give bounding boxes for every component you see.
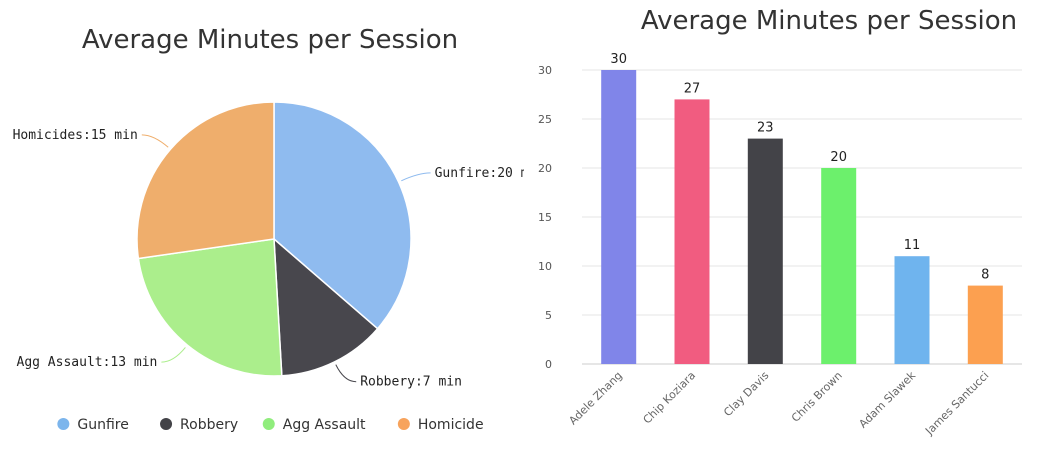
pie-label-agg-assault: Agg Assault:13 min: [17, 355, 158, 370]
legend-swatch-homicide: [397, 418, 410, 430]
x-tick-label-james-santucci: James Santucci: [922, 369, 991, 438]
pie-label-homicide: Homicides:15 min: [13, 128, 138, 143]
bar-series: [601, 70, 1003, 365]
pie-connector-robbery: [335, 364, 357, 383]
bar-clay-davis[interactable]: [747, 138, 783, 364]
y-tick-label: 10: [538, 260, 552, 273]
data-label-chris-brown: 20: [830, 150, 847, 165]
pie-slice-gunfire[interactable]: [273, 101, 412, 330]
x-tick-label-clay-davis: Clay Davis: [721, 369, 771, 419]
pie-connector-gunfire: [401, 172, 431, 182]
bar-chart: Average Minutes per Session 0 5 10 15 20 25 30…: [538, 6, 1022, 438]
data-label-chip-koziara: 27: [684, 81, 701, 96]
bar-chip-koziara[interactable]: [674, 99, 710, 365]
legend-label-homicide: Homicide: [418, 417, 484, 433]
pie-slice-robbery[interactable]: [273, 237, 379, 377]
pie-slice-homicide[interactable]: [136, 101, 275, 260]
x-tick-label-chip-koziara: Chip Koziara: [641, 369, 699, 427]
bar-data-labels: 30 27 23 20 11 8: [610, 52, 989, 283]
data-label-adam-slawek: 11: [904, 238, 921, 253]
legend-swatch-agg-assault: [262, 418, 275, 430]
data-label-clay-davis: 23: [757, 121, 774, 136]
bar-chris-brown[interactable]: [821, 168, 857, 364]
pie-label-robbery: Robbery:7 min: [360, 375, 462, 390]
data-label-adele-zhang: 30: [610, 52, 627, 67]
pie-title: Average Minutes per Session: [82, 25, 458, 55]
bar-y-axis: 0 5 10 15 20 25 30: [538, 64, 552, 371]
y-tick-label: 0: [545, 358, 552, 371]
bar-gridlines: [582, 69, 1022, 365]
pie-legend: Gunfire Robbery Agg Assault Homicide: [57, 417, 484, 433]
y-tick-label: 25: [538, 113, 552, 126]
legend-swatch-robbery: [160, 418, 173, 430]
legend-swatch-gunfire: [57, 418, 70, 430]
legend-label-robbery: Robbery: [180, 417, 238, 433]
data-label-james-santucci: 8: [981, 268, 989, 283]
legend-item-homicide[interactable]: Homicide: [397, 417, 484, 433]
bar-adele-zhang[interactable]: [601, 70, 637, 364]
y-tick-label: 30: [538, 64, 552, 77]
legend-label-gunfire: Gunfire: [77, 417, 128, 433]
pie-label-gunfire: Gunfire:20 min: [435, 166, 524, 181]
y-tick-label: 20: [538, 162, 552, 175]
pie-connector-agg-assault: [161, 347, 186, 363]
y-tick-label: 15: [538, 211, 552, 224]
bar-title: Average Minutes per Session: [641, 6, 1017, 36]
pie-slices: [136, 101, 412, 377]
bar-x-axis: Adele Zhang Chip Koziara Clay Davis Chris B…: [566, 368, 991, 438]
pie-connector-homicide: [141, 134, 169, 148]
x-tick-label-adam-slawek: Adam Slawek: [856, 368, 918, 430]
legend-item-gunfire[interactable]: Gunfire: [57, 417, 129, 433]
y-tick-label: 5: [545, 309, 552, 322]
bar-adam-slawek[interactable]: [894, 256, 930, 364]
pie-chart: Average Minutes per Session Gunfire:20 m…: [13, 25, 524, 433]
legend-label-agg-assault: Agg Assault: [283, 417, 366, 433]
legend-item-agg-assault[interactable]: Agg Assault: [262, 417, 366, 433]
bar-james-santucci[interactable]: [967, 285, 1003, 364]
pie-slice-agg-assault[interactable]: [137, 238, 283, 377]
legend-item-robbery[interactable]: Robbery: [160, 417, 238, 433]
x-tick-label-chris-brown: Chris Brown: [789, 369, 845, 425]
pie-labels: Gunfire:20 min Robbery:7 min Agg Assault:1…: [13, 128, 524, 390]
x-tick-label-adele-zhang: Adele Zhang: [566, 369, 624, 427]
